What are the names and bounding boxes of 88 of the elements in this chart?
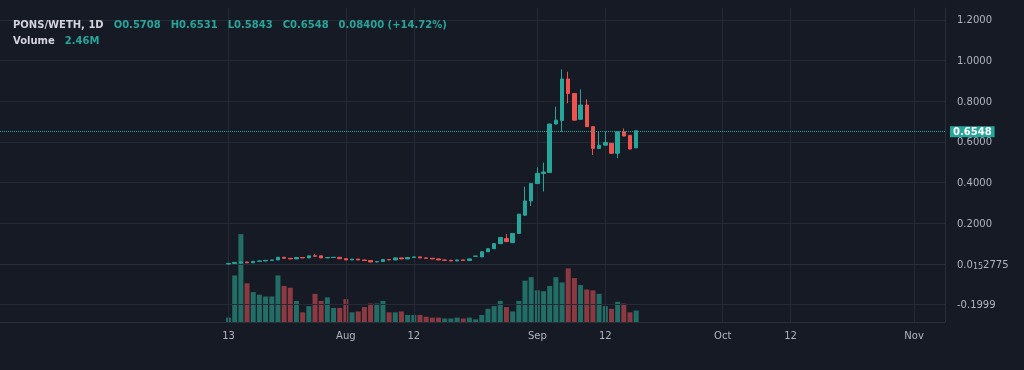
x-tick-label: 12 (598, 329, 612, 341)
bar (621, 303, 627, 322)
candlestick (350, 258, 354, 261)
candlestick (307, 255, 311, 259)
candlestick (523, 186, 527, 217)
x-tick-label: Oct (714, 329, 732, 341)
bar (398, 311, 404, 322)
bar (503, 307, 509, 322)
candlestick (455, 259, 459, 262)
y-tick-label: 0.6000 (957, 136, 992, 148)
candlestick (517, 213, 521, 235)
candlestick (375, 260, 379, 263)
annotation: L0.5843 (227, 18, 273, 30)
candlestick (381, 258, 385, 263)
annotation: H0.6531 (170, 18, 218, 30)
candlestick (344, 258, 348, 261)
x-tick-label: Nov (904, 329, 924, 341)
candlestick (393, 257, 398, 261)
candlestick (412, 256, 416, 259)
candlestick (609, 142, 614, 154)
candlestick (529, 182, 533, 207)
annotation: 2.46M (64, 34, 100, 46)
y-tick-label: 1.0000 (957, 55, 992, 66)
candlestick (399, 257, 404, 260)
candlestick (628, 134, 632, 150)
bar (627, 312, 633, 322)
chart-title: Volume (13, 34, 56, 46)
candlestick (492, 242, 496, 250)
y-tick-label: 1.2000 (957, 14, 992, 26)
candlestick (486, 248, 490, 253)
y-tick-label: 0.2000 (957, 217, 992, 229)
bar (454, 317, 460, 322)
candlestick (418, 256, 422, 259)
x-tick-label: 12 (784, 329, 797, 341)
bar (244, 283, 250, 322)
candlestick (554, 106, 558, 125)
candlestick (504, 233, 509, 243)
candlestick (319, 255, 323, 259)
candlestick (313, 253, 317, 257)
bar (608, 308, 614, 322)
candlestick (510, 232, 515, 244)
candlestick (566, 71, 570, 104)
x-tick-label: Aug (336, 329, 356, 341)
bar (559, 282, 565, 322)
candlestick (294, 256, 299, 260)
y-tick-label: 0.4000 (957, 177, 992, 189)
y-tick-label: -0.1999 (957, 299, 996, 311)
bar (386, 312, 392, 322)
bar (460, 318, 466, 322)
candlestick (356, 258, 360, 261)
bar (349, 312, 355, 322)
candlestick (603, 131, 608, 146)
candlestick (461, 259, 465, 262)
candlestick (467, 258, 472, 262)
candlestick (387, 258, 391, 261)
candlestick (282, 256, 286, 260)
candlestick (270, 259, 274, 262)
x-tick-label: Sep (527, 329, 547, 341)
candlestick (591, 125, 595, 156)
candlestick (622, 127, 626, 137)
x-tick-label: 13 (222, 329, 235, 341)
x-tick-label: 12 (407, 329, 421, 341)
bar (633, 310, 639, 322)
annotation: O0.5708 (113, 18, 161, 30)
candlestick (480, 251, 484, 258)
y-tick-label: 0.8000 (957, 95, 992, 107)
candlestick (337, 256, 342, 260)
bar (615, 301, 621, 322)
candlestick (276, 256, 280, 261)
candlestick (405, 256, 410, 260)
bar (306, 306, 312, 322)
ref-line-label: 0.6548 (953, 126, 992, 138)
candlestick (449, 259, 453, 262)
text: PONS/WETH, 1D (13, 18, 104, 30)
candlestick (585, 98, 589, 128)
annotation: 0.08400 (+14.72%) (338, 18, 447, 30)
candlestick (498, 236, 503, 245)
bar (392, 312, 398, 322)
annotation: C0.6548 (282, 18, 329, 30)
candlestick (245, 261, 249, 264)
candlestick (572, 92, 577, 121)
candlestick (300, 256, 305, 259)
bar (293, 300, 299, 322)
candlestick (424, 257, 428, 260)
candlestick (578, 88, 583, 121)
bar (578, 285, 584, 322)
candlestick (288, 257, 293, 260)
bar (300, 312, 306, 322)
